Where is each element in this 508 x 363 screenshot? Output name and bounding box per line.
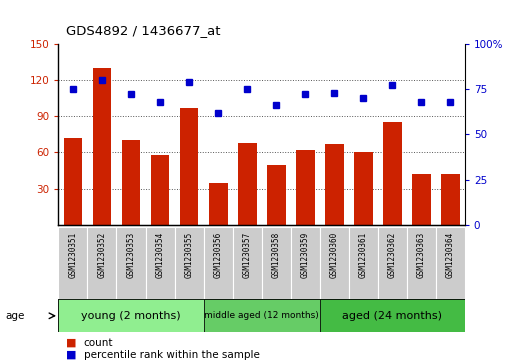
Bar xyxy=(354,152,373,225)
Text: GSM1230352: GSM1230352 xyxy=(98,232,107,278)
Text: GSM1230362: GSM1230362 xyxy=(388,232,397,278)
Bar xyxy=(262,227,291,299)
Bar xyxy=(296,150,314,225)
Bar xyxy=(441,174,460,225)
Text: GDS4892 / 1436677_at: GDS4892 / 1436677_at xyxy=(66,24,220,37)
Bar xyxy=(87,227,116,299)
Bar xyxy=(209,183,228,225)
Bar xyxy=(378,227,407,299)
Text: GSM1230353: GSM1230353 xyxy=(126,232,136,278)
Bar xyxy=(291,227,320,299)
Bar xyxy=(175,227,204,299)
Text: age: age xyxy=(5,311,24,321)
Bar xyxy=(383,122,402,225)
Text: GSM1230361: GSM1230361 xyxy=(359,232,368,278)
Bar xyxy=(150,155,170,225)
Text: GSM1230351: GSM1230351 xyxy=(69,232,77,278)
Bar xyxy=(267,164,285,225)
Text: GSM1230356: GSM1230356 xyxy=(213,232,223,278)
Text: GSM1230357: GSM1230357 xyxy=(243,232,251,278)
Bar xyxy=(325,144,343,225)
Bar xyxy=(348,227,378,299)
Bar xyxy=(320,299,465,332)
Text: percentile rank within the sample: percentile rank within the sample xyxy=(84,350,260,360)
Text: count: count xyxy=(84,338,113,348)
Text: GSM1230363: GSM1230363 xyxy=(417,232,426,278)
Text: young (2 months): young (2 months) xyxy=(81,311,181,321)
Text: GSM1230364: GSM1230364 xyxy=(446,232,455,278)
Bar xyxy=(436,227,465,299)
Bar xyxy=(180,108,199,225)
Text: ■: ■ xyxy=(66,338,77,348)
Bar xyxy=(121,140,140,225)
Text: GSM1230358: GSM1230358 xyxy=(272,232,280,278)
Bar xyxy=(204,299,320,332)
Bar xyxy=(145,227,175,299)
Bar xyxy=(58,227,87,299)
Bar xyxy=(407,227,436,299)
Text: ■: ■ xyxy=(66,350,77,360)
Text: aged (24 months): aged (24 months) xyxy=(342,311,442,321)
Bar xyxy=(412,174,431,225)
Bar xyxy=(64,138,82,225)
Bar xyxy=(233,227,262,299)
Text: GSM1230355: GSM1230355 xyxy=(184,232,194,278)
Text: GSM1230354: GSM1230354 xyxy=(155,232,165,278)
Bar xyxy=(238,143,257,225)
Bar xyxy=(92,68,111,225)
Bar xyxy=(204,227,233,299)
Text: GSM1230360: GSM1230360 xyxy=(330,232,339,278)
Bar xyxy=(116,227,145,299)
Bar xyxy=(320,227,348,299)
Bar xyxy=(58,299,204,332)
Text: GSM1230359: GSM1230359 xyxy=(301,232,310,278)
Text: middle aged (12 months): middle aged (12 months) xyxy=(204,311,319,320)
